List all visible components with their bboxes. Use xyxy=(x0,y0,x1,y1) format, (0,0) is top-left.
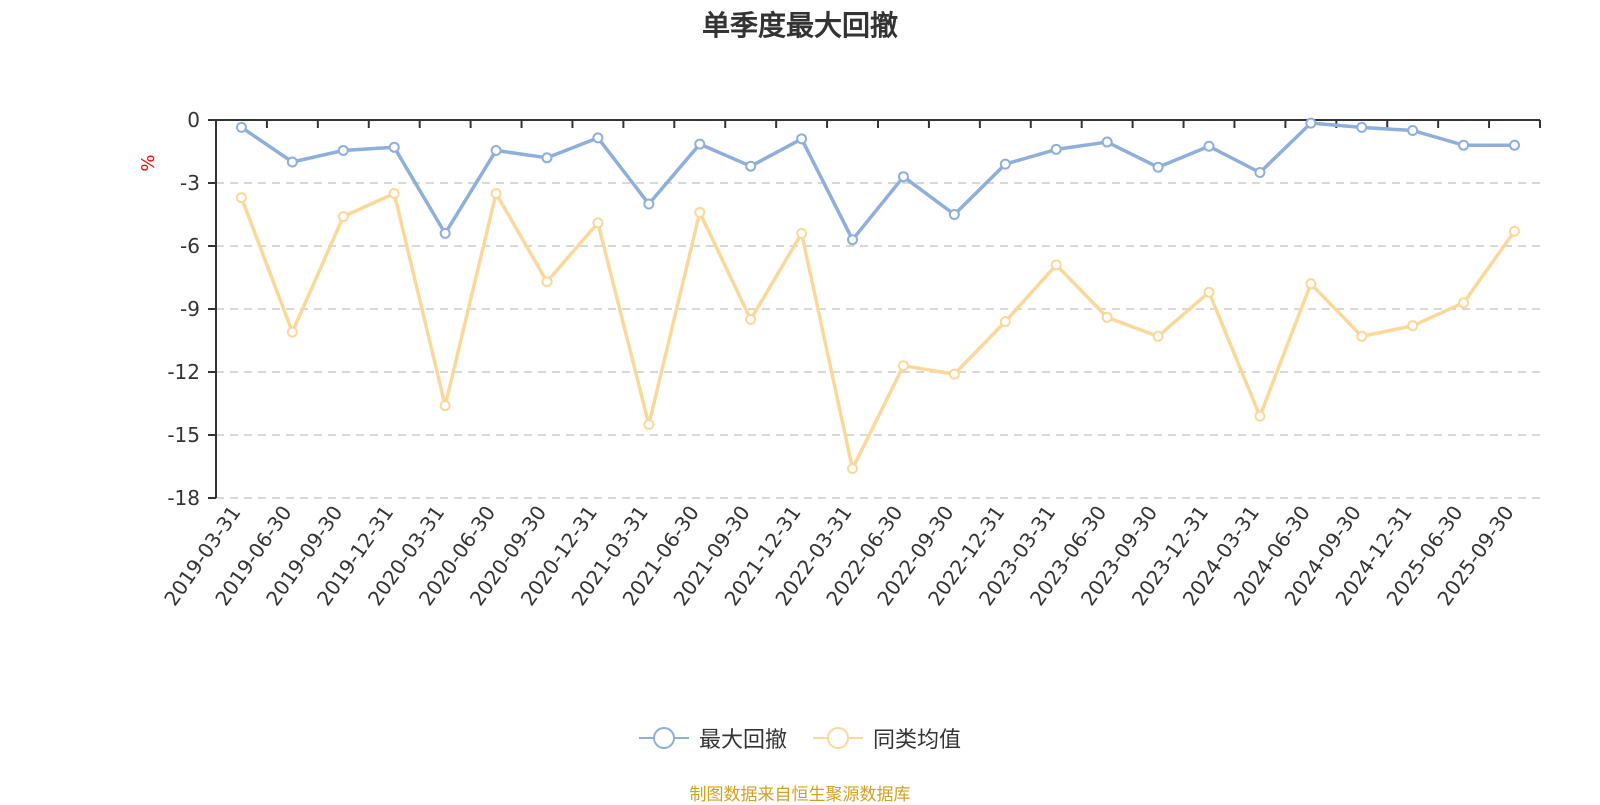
series-line-1 xyxy=(239,191,1516,471)
y-tick-label: -6 xyxy=(180,234,200,258)
data-point-series-0 xyxy=(1050,143,1062,155)
data-point-series-1 xyxy=(643,419,655,430)
data-point-series-1 xyxy=(847,463,859,475)
data-point-series-0 xyxy=(948,209,960,220)
y-tick-label: -3 xyxy=(180,171,200,195)
data-point-series-0 xyxy=(1509,139,1521,151)
line-chart: 0-3-6-9-12-15-182019-03-312019-06-302019… xyxy=(138,108,1541,610)
data-point-series-0 xyxy=(1407,125,1419,136)
data-point-series-1 xyxy=(592,217,604,229)
data-point-series-1 xyxy=(897,360,909,372)
data-point-series-0 xyxy=(694,138,706,150)
data-point-series-0 xyxy=(541,152,553,164)
series-line-0 xyxy=(240,121,1515,242)
data-point-series-1 xyxy=(286,326,298,338)
data-point-series-1 xyxy=(235,192,247,204)
data-point-series-0 xyxy=(1101,136,1113,148)
data-point-series-0 xyxy=(999,158,1011,170)
data-point-series-0 xyxy=(439,227,451,239)
data-point-series-1 xyxy=(1152,330,1164,342)
data-point-series-1 xyxy=(745,314,757,325)
data-point-series-1 xyxy=(388,188,400,199)
y-tick-label: 0 xyxy=(187,108,200,132)
data-point-series-1 xyxy=(1254,410,1266,422)
data-point-series-1 xyxy=(1050,259,1062,271)
data-point-series-1 xyxy=(439,400,451,412)
data-point-series-1 xyxy=(1458,297,1470,309)
y-tick-label: -15 xyxy=(167,423,200,447)
data-point-series-0 xyxy=(1356,121,1368,133)
data-point-series-1 xyxy=(948,368,960,380)
data-point-series-1 xyxy=(694,206,706,218)
data-point-series-0 xyxy=(592,132,604,144)
data-point-series-0 xyxy=(1458,139,1470,151)
data-point-series-0 xyxy=(388,141,400,153)
data-point-series-1 xyxy=(1203,286,1215,298)
legend-item-series-0[interactable]: 最大回撤 xyxy=(638,722,787,754)
data-point-series-0 xyxy=(897,171,909,183)
data-point-series-1 xyxy=(1101,311,1113,323)
data-point-series-1 xyxy=(796,227,808,239)
data-point-series-1 xyxy=(490,188,502,199)
data-point-series-1 xyxy=(1407,320,1419,332)
data-point-series-0 xyxy=(1203,140,1215,152)
legend-label-series-0: 最大回撤 xyxy=(698,728,787,753)
data-point-series-0 xyxy=(235,121,247,133)
legend: 最大回撤 同类均值 xyxy=(0,722,1600,754)
data-point-series-1 xyxy=(999,316,1011,328)
source-note: 制图数据来自恒生聚源数据库 xyxy=(689,785,911,805)
data-point-series-0 xyxy=(490,144,502,156)
legend-label-series-1: 同类均值 xyxy=(873,728,962,753)
data-point-series-1 xyxy=(337,211,349,223)
data-point-series-1 xyxy=(1305,278,1317,290)
legend-swatch-series-1 xyxy=(813,727,863,749)
data-point-series-0 xyxy=(643,198,655,210)
data-point-series-0 xyxy=(1152,161,1164,173)
y-axis-label: % xyxy=(138,154,159,171)
data-point-series-0 xyxy=(745,160,757,172)
data-point-series-0 xyxy=(1254,167,1266,178)
y-tick-label: -12 xyxy=(167,360,200,384)
chart-title: 单季度最大回撤 xyxy=(701,9,898,42)
data-point-series-1 xyxy=(1356,330,1368,342)
data-point-series-0 xyxy=(337,144,349,156)
data-point-series-1 xyxy=(541,276,553,288)
legend-item-series-1[interactable]: 同类均值 xyxy=(813,722,961,754)
data-point-series-0 xyxy=(796,133,808,145)
data-point-series-1 xyxy=(1509,225,1521,237)
legend-swatch-series-0 xyxy=(638,727,689,749)
data-point-series-0 xyxy=(1305,117,1317,129)
data-point-series-0 xyxy=(847,234,859,246)
y-tick-label: -18 xyxy=(167,486,200,510)
y-tick-label: -9 xyxy=(180,297,200,321)
data-point-series-0 xyxy=(286,156,298,168)
